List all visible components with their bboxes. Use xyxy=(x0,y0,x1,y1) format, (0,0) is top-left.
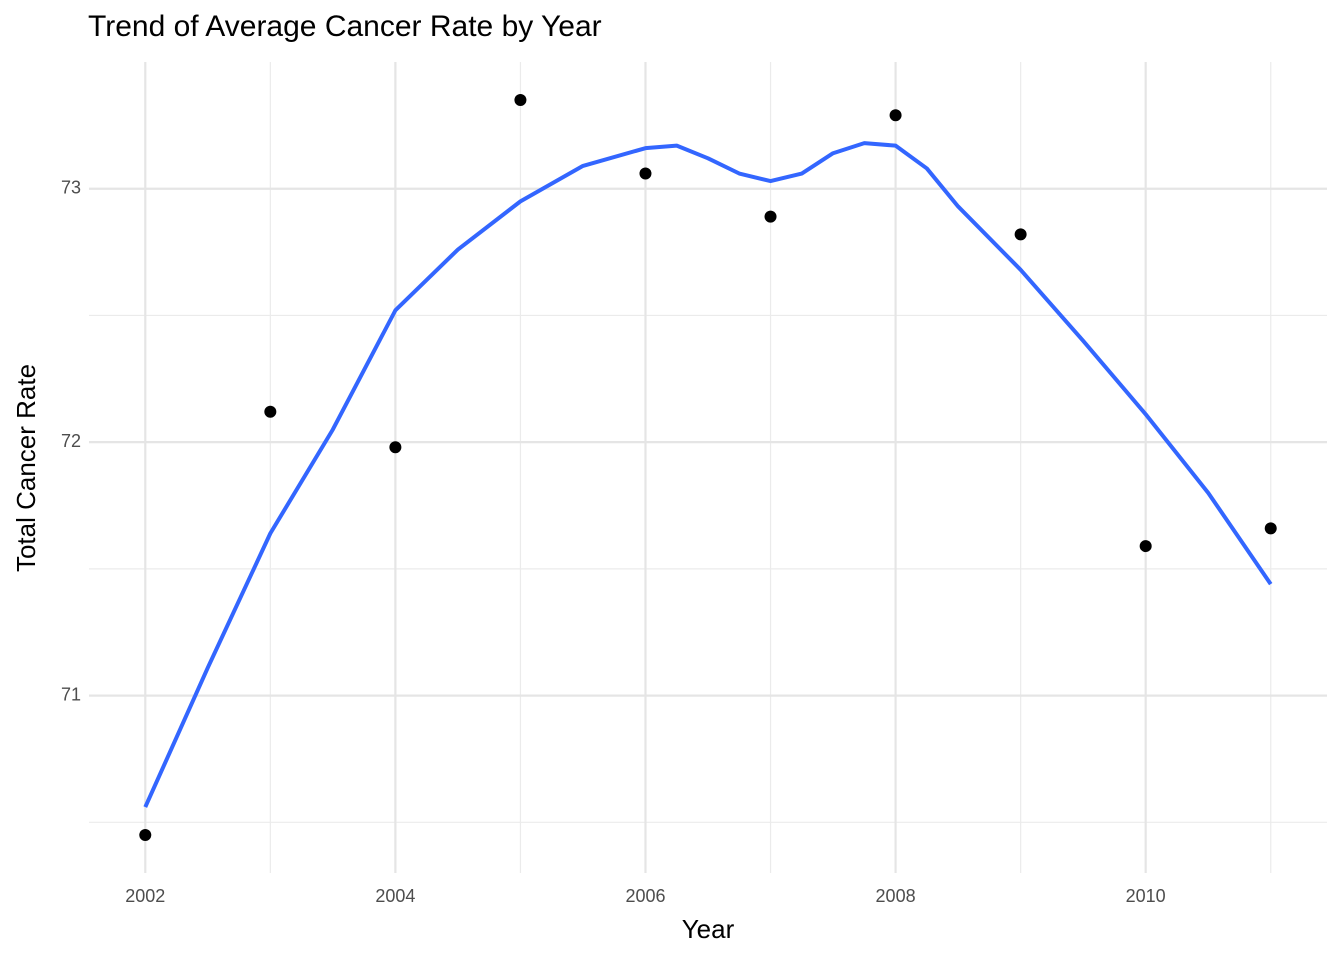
x-tick-label: 2010 xyxy=(1126,886,1166,906)
point xyxy=(1014,228,1027,241)
x-tick-label: 2006 xyxy=(625,886,665,906)
x-tick-label: 2002 xyxy=(125,886,165,906)
point xyxy=(1139,540,1152,553)
chart-title: Trend of Average Cancer Rate by Year xyxy=(88,10,602,43)
point xyxy=(139,828,152,841)
point xyxy=(764,210,777,223)
point xyxy=(514,94,527,107)
x-axis-title: Year xyxy=(682,914,735,944)
point xyxy=(389,441,402,454)
point xyxy=(639,167,652,180)
x-tick-label: 2004 xyxy=(375,886,415,906)
y-axis-title: Total Cancer Rate xyxy=(11,364,41,572)
point xyxy=(889,109,902,122)
y-tick-label: 71 xyxy=(61,684,81,704)
y-tick-label: 73 xyxy=(61,177,81,197)
y-tick-label: 72 xyxy=(61,431,81,451)
x-tick-label: 2008 xyxy=(876,886,916,906)
smooth-line xyxy=(143,141,1273,808)
point xyxy=(1264,522,1277,535)
point xyxy=(264,405,277,418)
